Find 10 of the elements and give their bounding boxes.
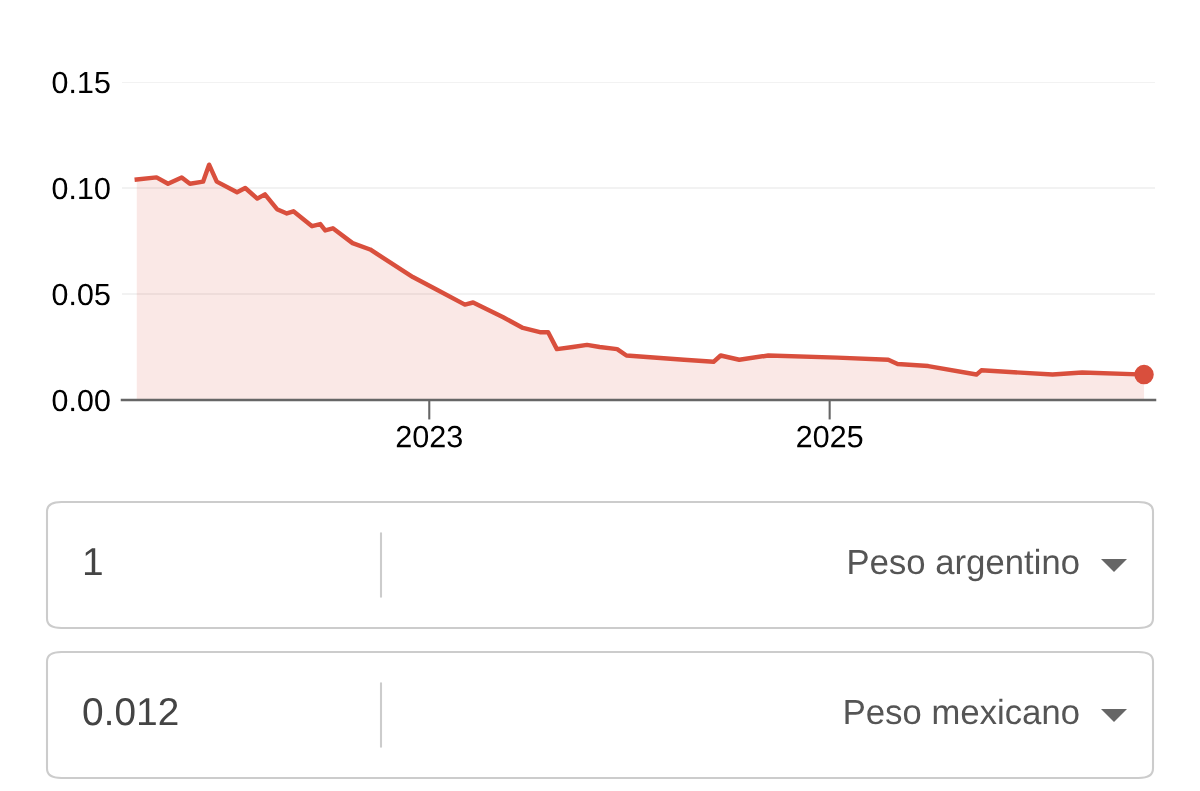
text: Peso argentino — [849, 548, 1079, 582]
text: Peso mexicano — [845, 698, 1079, 725]
y-tick-label: 0.00 — [52, 389, 110, 412]
text: 0.012 — [83, 697, 178, 726]
text: 1 — [84, 548, 102, 576]
x-tick-label: 2023 — [396, 425, 462, 448]
y-tick-label: 0.15 — [52, 71, 110, 94]
y-tick-label: 0.05 — [52, 283, 110, 306]
y-tick-label: 0.10 — [52, 177, 110, 200]
x-tick-label: 2025 — [797, 425, 863, 448]
